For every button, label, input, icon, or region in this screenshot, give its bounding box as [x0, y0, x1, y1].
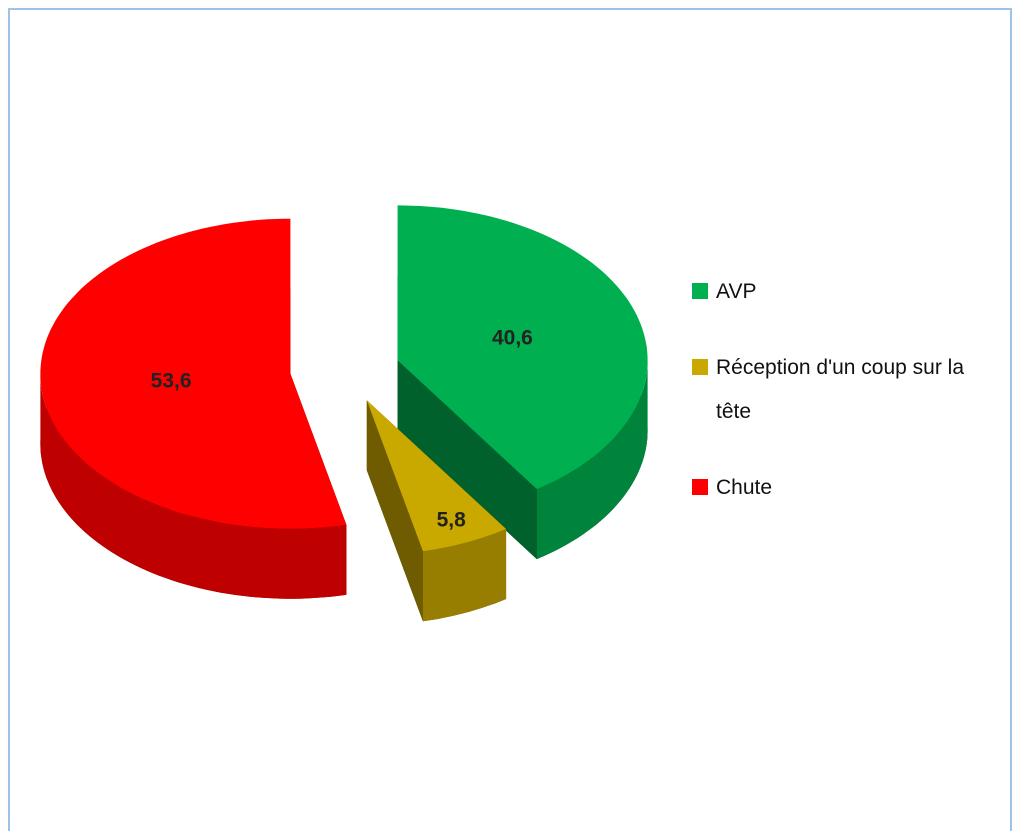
- legend-item: Réception d'un coup sur la tête: [692, 346, 992, 434]
- slice-cut-wall: [366, 400, 423, 622]
- legend-swatch: [692, 359, 708, 375]
- legend-item: Chute: [692, 466, 992, 510]
- data-label: 53,6: [151, 370, 192, 393]
- legend-label: Chute: [716, 476, 773, 499]
- legend: AVP Réception d'un coup sur la tête Chute: [692, 270, 992, 542]
- data-label: 40,6: [492, 326, 533, 349]
- slice-cut-wall: [397, 360, 537, 560]
- legend-item: AVP: [692, 270, 992, 314]
- slice-side: [422, 529, 507, 622]
- slice: [397, 205, 648, 490]
- slice-side: [536, 360, 648, 560]
- legend-label: Réception d'un coup sur la tête: [716, 356, 965, 423]
- slice: [366, 400, 507, 552]
- chart-frame: [8, 8, 1012, 831]
- slice: [40, 218, 347, 529]
- slice-side: [40, 373, 347, 599]
- legend-label: AVP: [716, 280, 757, 303]
- data-label: 5,8: [437, 509, 467, 532]
- legend-swatch: [692, 283, 708, 299]
- legend-swatch: [692, 479, 708, 495]
